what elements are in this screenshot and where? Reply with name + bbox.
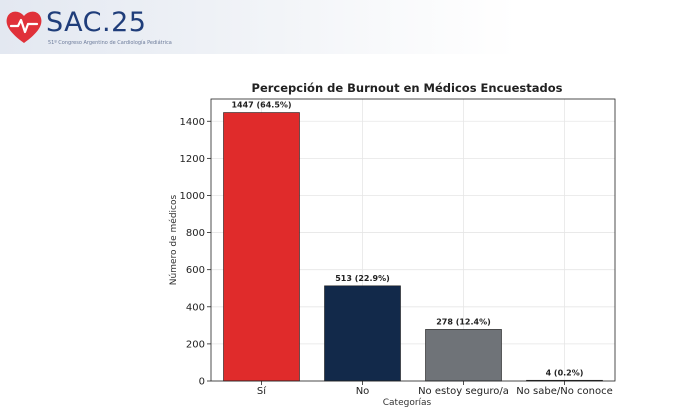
data-label: 278 (12.4%) <box>436 317 491 326</box>
y-tick-label: 1200 <box>180 154 205 165</box>
y-tick-label: 0 <box>199 377 205 388</box>
y-tick-label: 1400 <box>180 117 205 128</box>
bar <box>324 285 401 382</box>
header-band <box>0 0 689 54</box>
y-axis-label: Número de médicos <box>168 195 179 286</box>
data-label: 4 (0.2%) <box>546 368 584 377</box>
x-tick-label: No estoy seguro/a <box>418 386 509 397</box>
bar <box>425 329 502 382</box>
data-label: 513 (22.9%) <box>335 274 390 283</box>
logo: SAC.25 51º Congreso Argentino de Cardiol… <box>4 5 304 51</box>
x-tick-label: Sí <box>257 385 267 397</box>
x-tick-label: No <box>356 386 370 397</box>
tick-layer: 0 200 400 600 800 1000 1200 1400 Sí No No estoy se… <box>180 117 613 397</box>
logo-subtitle: 51º Congreso Argentino de Cardiología Pe… <box>48 40 172 46</box>
y-tick-label: 600 <box>186 265 205 276</box>
bar-layer: 1447 (64.5%) 513 (22.9%) 278 (12.4%) 4 (0.2… <box>223 101 603 382</box>
y-tick-label: 1000 <box>180 191 205 202</box>
y-tick-label: 400 <box>186 302 205 313</box>
plot-frame <box>210 98 616 382</box>
bar <box>223 112 300 382</box>
y-tick-label: 800 <box>186 228 205 239</box>
chart-title: Percepción de Burnout en Médicos Encuest… <box>252 81 563 95</box>
heart-logo-icon <box>6 11 42 43</box>
data-label: 1447 (64.5%) <box>231 101 291 110</box>
y-tick-label: 200 <box>186 339 205 350</box>
x-axis-label: Categorías <box>383 398 432 408</box>
x-tick-label: No sabe/No conoce <box>516 386 612 397</box>
logo-text: SAC.25 <box>46 7 147 38</box>
